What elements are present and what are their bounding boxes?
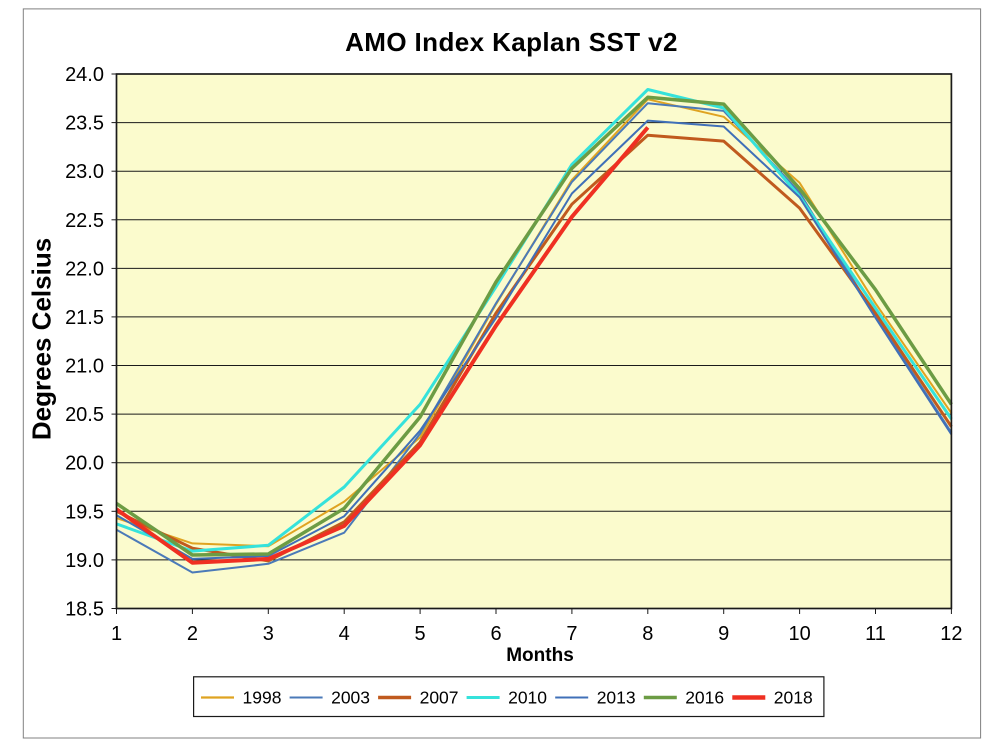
svg-text:3: 3: [263, 623, 274, 645]
svg-text:1: 1: [111, 623, 122, 645]
svg-text:2003: 2003: [331, 688, 370, 708]
svg-text:20.0: 20.0: [65, 453, 104, 475]
svg-text:10: 10: [788, 623, 810, 645]
svg-text:AMO Index Kaplan SST v2: AMO Index Kaplan SST v2: [345, 27, 678, 57]
svg-text:9: 9: [718, 623, 729, 645]
svg-text:2: 2: [187, 623, 198, 645]
svg-text:1998: 1998: [243, 688, 282, 708]
svg-text:22.0: 22.0: [65, 258, 104, 280]
svg-text:2016: 2016: [685, 688, 724, 708]
svg-text:Degrees Celsius: Degrees Celsius: [27, 238, 57, 440]
svg-text:2010: 2010: [508, 688, 547, 708]
svg-text:21.0: 21.0: [65, 356, 104, 378]
svg-text:7: 7: [566, 623, 577, 645]
svg-text:8: 8: [642, 623, 653, 645]
svg-text:24.0: 24.0: [65, 64, 104, 86]
svg-text:6: 6: [490, 623, 501, 645]
svg-text:11: 11: [865, 623, 886, 645]
svg-text:20.5: 20.5: [65, 404, 104, 426]
svg-text:23.0: 23.0: [65, 161, 104, 183]
svg-text:Months: Months: [506, 645, 574, 666]
svg-text:2007: 2007: [420, 688, 459, 708]
svg-text:5: 5: [415, 623, 426, 645]
svg-text:18.5: 18.5: [65, 599, 104, 621]
svg-text:19.5: 19.5: [65, 501, 104, 523]
svg-text:4: 4: [339, 623, 350, 645]
svg-text:2018: 2018: [774, 688, 813, 708]
svg-text:21.5: 21.5: [65, 307, 104, 329]
svg-text:22.5: 22.5: [65, 210, 104, 232]
svg-text:2013: 2013: [597, 688, 636, 708]
svg-text:19.0: 19.0: [65, 550, 104, 572]
svg-text:23.5: 23.5: [65, 113, 104, 135]
svg-text:12: 12: [940, 623, 962, 645]
